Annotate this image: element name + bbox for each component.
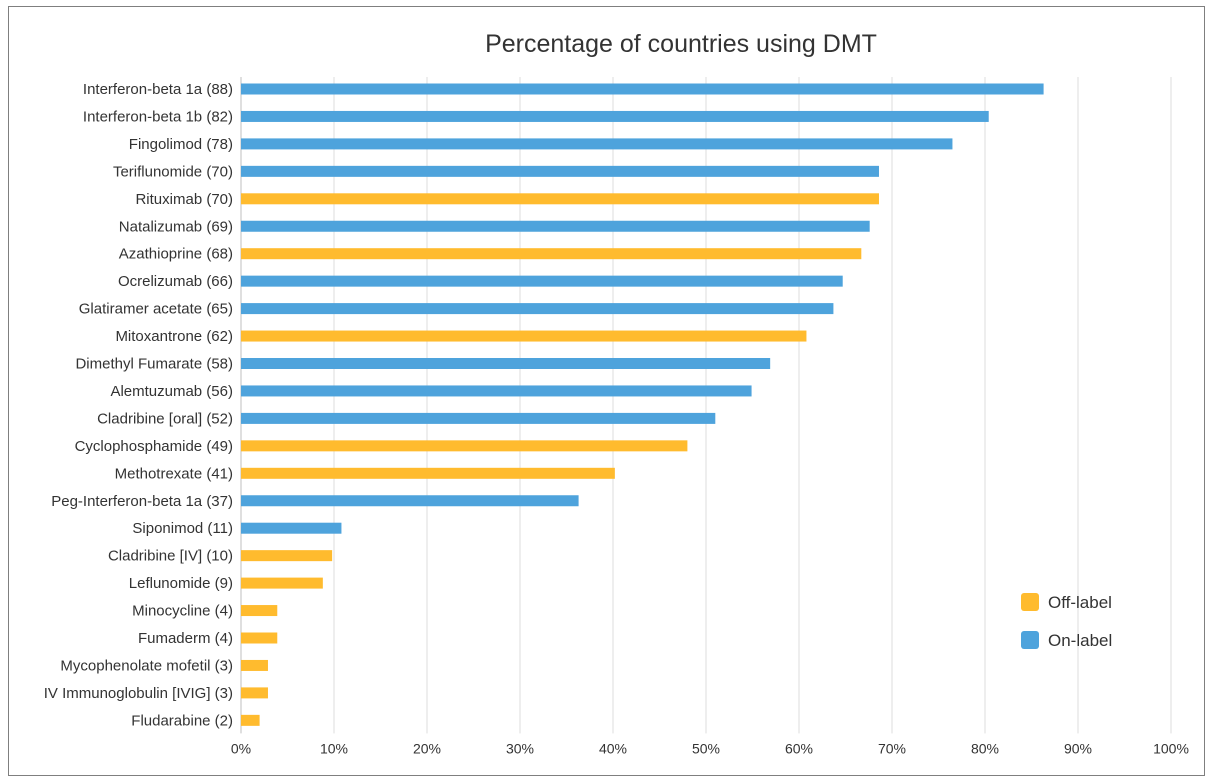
- bar-off-label: [241, 330, 807, 342]
- x-tick-label: 90%: [1064, 740, 1092, 756]
- category-label: Rituximab (70): [135, 191, 233, 208]
- category-label: Fludarabine (2): [131, 712, 233, 729]
- bar-chart: Percentage of countries using DMT Interf…: [44, 30, 1189, 756]
- category-label: Methotrexate (41): [115, 465, 233, 482]
- bar-on-label: [241, 220, 870, 232]
- legend-swatch: [1021, 631, 1039, 649]
- x-tick-label: 100%: [1153, 740, 1189, 756]
- grid-lines: [240, 77, 1172, 734]
- category-label: Cladribine [oral] (52): [97, 410, 233, 427]
- legend-label: On-label: [1048, 631, 1112, 650]
- bar-on-label: [241, 275, 843, 287]
- bar-on-label: [241, 138, 953, 150]
- x-tick-label: 20%: [413, 740, 441, 756]
- x-tick-label: 30%: [506, 740, 534, 756]
- legend-label: Off-label: [1048, 593, 1112, 612]
- category-label: Alemtuzumab (56): [110, 383, 233, 400]
- category-label: Cladribine [IV] (10): [108, 548, 233, 565]
- legend: Off-label On-label: [1021, 593, 1112, 650]
- bar-off-label: [241, 550, 333, 562]
- category-label: Interferon-beta 1b (82): [83, 108, 233, 125]
- category-label: Interferon-beta 1a (88): [83, 81, 233, 98]
- bar-on-label: [241, 522, 342, 534]
- bar-off-label: [241, 714, 260, 726]
- category-label: Teriflunomide (70): [113, 163, 233, 180]
- category-label: Leflunomide (9): [129, 575, 233, 592]
- category-label: Minocycline (4): [132, 603, 233, 620]
- legend-swatch: [1021, 593, 1039, 611]
- bar-off-label: [241, 605, 278, 617]
- bar-off-label: [241, 440, 688, 452]
- x-tick-label: 70%: [878, 740, 906, 756]
- bar-on-label: [241, 110, 989, 122]
- x-tick-label: 0%: [231, 740, 251, 756]
- category-label: IV Immunoglobulin [IVIG] (3): [44, 685, 233, 702]
- bar-on-label: [241, 412, 716, 424]
- category-label: Mitoxantrone (62): [115, 328, 233, 345]
- bar-on-label: [241, 303, 834, 315]
- category-label: Mycophenolate mofetil (3): [60, 657, 233, 674]
- category-label: Siponimod (11): [132, 520, 233, 537]
- bar-on-label: [241, 385, 752, 397]
- bar-off-label: [241, 193, 879, 205]
- category-label: Cyclophosphamide (49): [75, 438, 233, 455]
- bar-off-label: [241, 467, 615, 479]
- category-label: Dimethyl Fumarate (58): [75, 356, 233, 373]
- bar-off-label: [241, 577, 323, 589]
- x-tick-label: 50%: [692, 740, 720, 756]
- bar-on-label: [241, 165, 879, 177]
- x-tick-label: 10%: [320, 740, 348, 756]
- category-label: Azathioprine (68): [119, 246, 233, 263]
- chart-title: Percentage of countries using DMT: [485, 30, 877, 58]
- category-label: Glatiramer acetate (65): [79, 301, 233, 318]
- bar-off-label: [241, 659, 268, 671]
- x-tick-labels: 0% 10% 20% 30% 40% 50% 60% 70% 80% 90% 100%: [231, 740, 1189, 756]
- bar-off-label: [241, 248, 862, 260]
- x-tick-label: 40%: [599, 740, 627, 756]
- bar-on-label: [241, 358, 771, 369]
- category-label: Ocrelizumab (66): [118, 273, 233, 290]
- category-label: Fumaderm (4): [138, 630, 233, 647]
- bar-on-label: [241, 495, 579, 507]
- bars: [241, 83, 1044, 726]
- category-label: Natalizumab (69): [119, 218, 233, 235]
- bar-on-label: [241, 83, 1044, 95]
- chart-frame: Percentage of countries using DMT Interf…: [8, 6, 1205, 776]
- category-label: Fingolimod (78): [129, 136, 233, 153]
- category-label: Peg-Interferon-beta 1a (37): [51, 493, 233, 510]
- bar-off-label: [241, 632, 278, 644]
- category-labels: Interferon-beta 1a (88) Interferon-beta 1…: [44, 81, 233, 729]
- bar-off-label: [241, 687, 268, 699]
- x-tick-label: 60%: [785, 740, 813, 756]
- x-tick-label: 80%: [971, 740, 999, 756]
